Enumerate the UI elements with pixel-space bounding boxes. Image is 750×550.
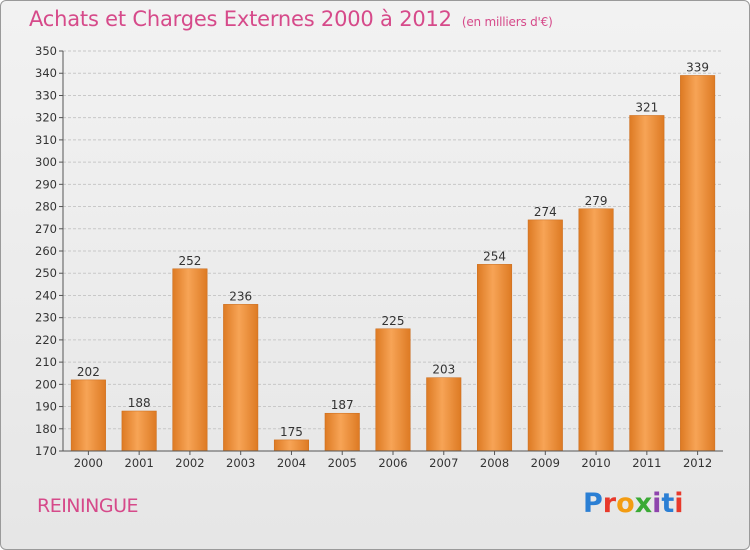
x-tick-label: 2000 (74, 456, 103, 470)
logo-letter: o (616, 488, 635, 519)
bar-2010 (578, 208, 614, 452)
bar-2002 (172, 268, 208, 452)
y-tick-label: 220 (35, 333, 57, 347)
y-tick-label: 340 (35, 66, 57, 80)
data-label: 175 (280, 425, 303, 439)
data-label: 236 (229, 289, 252, 303)
axes (62, 51, 723, 452)
y-tick-label: 240 (35, 288, 57, 302)
x-tick-label: 2003 (226, 456, 255, 470)
data-label: 252 (178, 254, 201, 268)
y-axis-ticks: 170 180 190 200 210 220 230 240 250 260 270 280 290 3… (35, 44, 63, 458)
data-label: 225 (382, 314, 405, 328)
data-label: 339 (686, 60, 709, 74)
bar-2012 (680, 75, 716, 452)
y-tick-label: 210 (35, 355, 57, 369)
y-tick-label: 180 (35, 422, 57, 436)
y-tick-label: 170 (35, 444, 57, 458)
y-tick-label: 200 (35, 377, 57, 391)
bar-2006 (375, 328, 411, 452)
logo-letter: i (652, 488, 662, 519)
data-label: 274 (534, 205, 557, 219)
logo-letter: P (583, 488, 603, 519)
chart-title-main: Achats et Charges Externes 2000 à 2012 (29, 7, 452, 31)
logo-letter: t (661, 488, 675, 519)
y-tick-label: 230 (35, 311, 57, 325)
y-tick-label: 260 (35, 244, 57, 258)
commune-name: REININGUE (37, 495, 138, 517)
y-tick-label: 310 (35, 133, 57, 147)
bar-2009 (527, 219, 563, 452)
bar-2001 (121, 410, 157, 452)
chart-title-unit: (en milliers d'€) (461, 15, 553, 29)
data-label: 188 (128, 396, 151, 410)
y-tick-label: 280 (35, 200, 57, 214)
logo-letter: i (674, 488, 684, 519)
x-tick-label: 2001 (125, 456, 154, 470)
data-label: 279 (585, 194, 608, 208)
data-label: 203 (432, 363, 455, 377)
x-tick-label: 2010 (581, 456, 610, 470)
x-tick-label: 2009 (531, 456, 560, 470)
data-label: 187 (331, 398, 354, 412)
y-tick-label: 350 (35, 44, 57, 58)
x-tick-label: 2012 (683, 456, 712, 470)
bar-2005 (324, 412, 360, 452)
y-tick-label: 330 (35, 88, 57, 102)
x-axis-ticks: 2000 2001 2002 2003 2004 2005 2006 2007 2008 2009… (74, 451, 712, 470)
proxiti-logo: Proxiti (583, 488, 684, 519)
y-tick-label: 290 (35, 177, 57, 191)
y-tick-label: 190 (35, 400, 57, 414)
bar-2003 (223, 304, 259, 452)
bar-2011 (629, 115, 665, 452)
x-tick-label: 2008 (480, 456, 509, 470)
x-tick-label: 2005 (328, 456, 357, 470)
x-tick-label: 2006 (378, 456, 407, 470)
x-tick-label: 2004 (277, 456, 306, 470)
x-tick-label: 2011 (632, 456, 661, 470)
bar-2000 (70, 379, 106, 452)
bar-2007 (426, 377, 462, 452)
x-tick-label: 2002 (175, 456, 204, 470)
logo-letter: x (634, 488, 653, 519)
data-labels: 202 188 252 236 175 187 225 203 254 274 279 321 339 (77, 60, 709, 438)
y-tick-label: 320 (35, 111, 57, 125)
logo-letter: r (602, 488, 617, 519)
data-label: 321 (635, 100, 658, 114)
chart-title: Achats et Charges Externes 2000 à 2012 (e… (29, 7, 553, 31)
bar-2004 (273, 439, 309, 452)
y-tick-label: 250 (35, 266, 57, 280)
bar-2008 (477, 264, 513, 452)
x-tick-label: 2007 (429, 456, 458, 470)
y-tick-label: 270 (35, 222, 57, 236)
y-tick-label: 300 (35, 155, 57, 169)
data-label: 254 (483, 249, 506, 263)
bars (70, 75, 716, 452)
data-label: 202 (77, 365, 100, 379)
